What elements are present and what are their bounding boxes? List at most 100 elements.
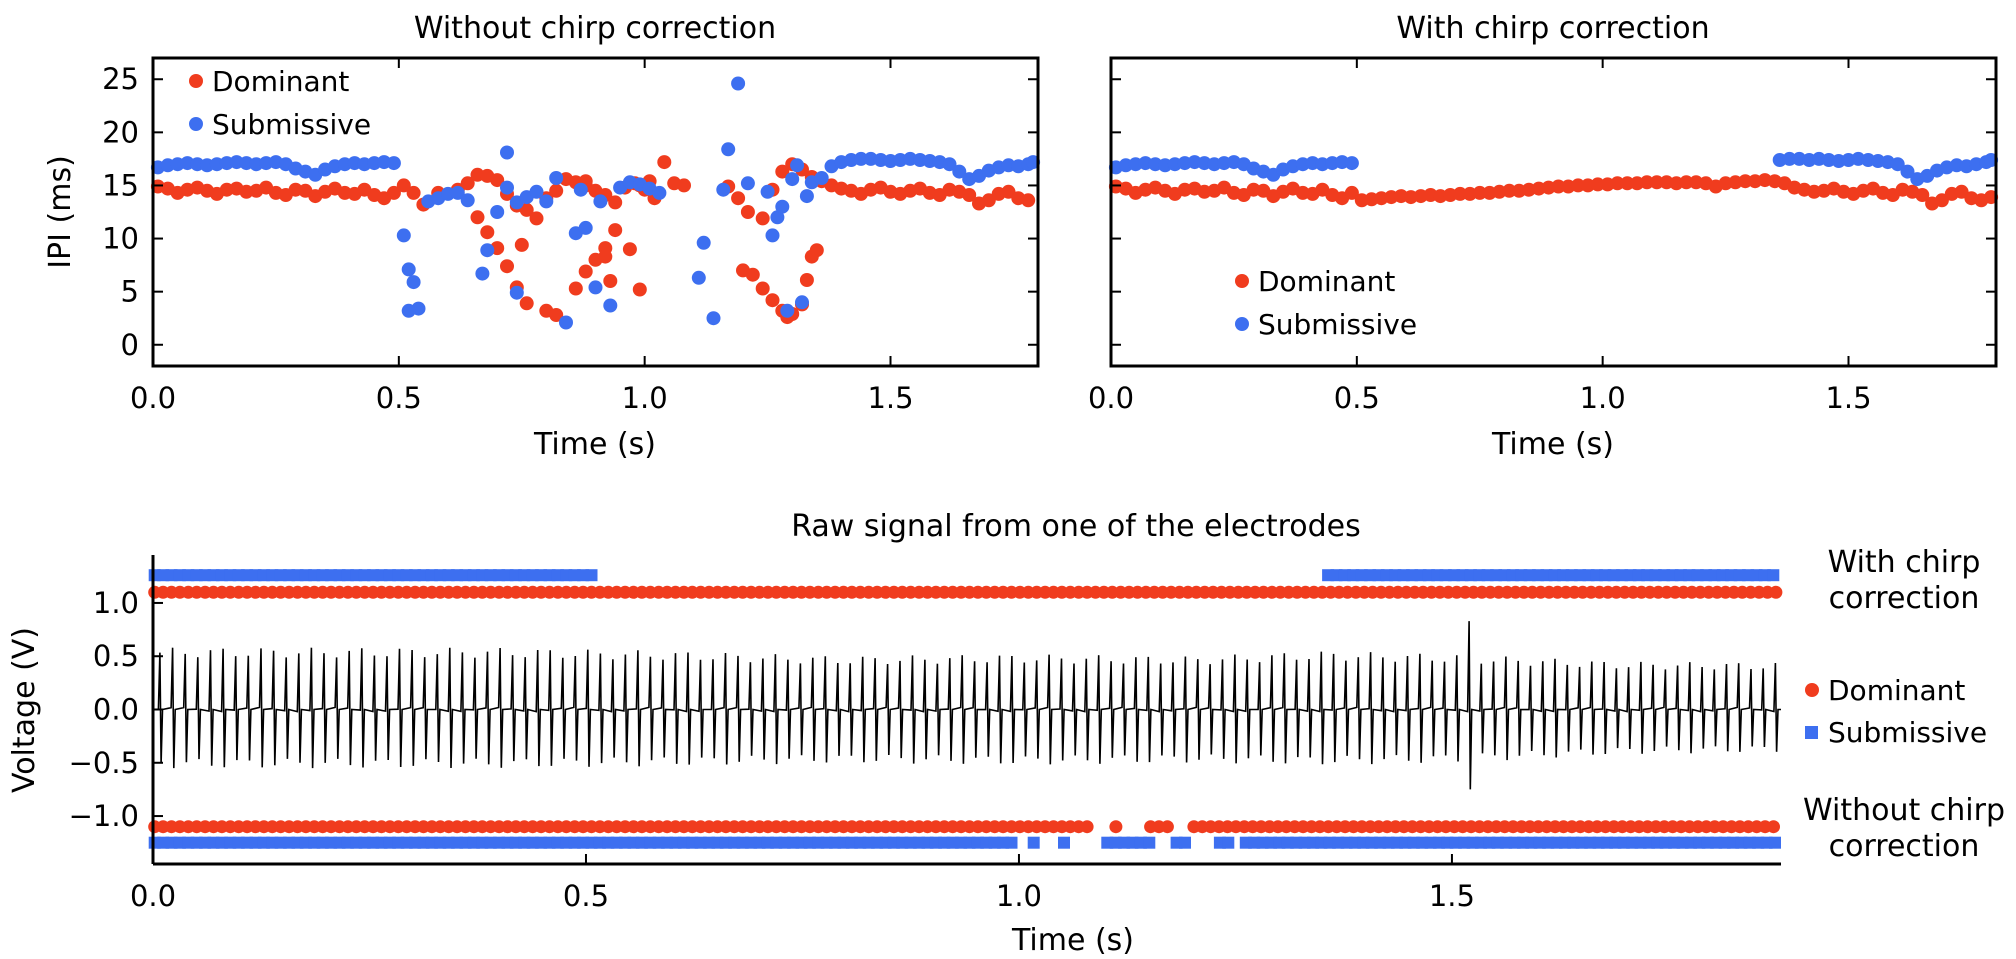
panel1-ytick-label-2: 10	[102, 222, 139, 256]
panel2-legend-submissive: Submissive	[1258, 308, 1417, 341]
panel1-legend-submissive: Submissive	[212, 108, 371, 141]
panel3-legend: Dominant Submissive	[1805, 674, 1987, 749]
panel1-dominant-point-100	[745, 267, 760, 282]
panel1-dominant-point-89	[519, 296, 534, 311]
panel-with-chirp-correction: With chirp correction 0.0 0.5 1.0 1.5 Time …	[1088, 11, 1999, 462]
panel1-legend-dominant-marker	[189, 74, 203, 88]
panel1-dominant-point-112	[514, 237, 529, 252]
panel1-submissive-point-88	[942, 157, 957, 172]
panel1-submissive-point-58	[691, 270, 706, 285]
panel1-dominant-point-24	[386, 185, 401, 200]
panel1-points	[150, 76, 1041, 330]
panel1-submissive-point-68	[775, 199, 790, 214]
panel1-submissive-point-44	[539, 194, 554, 209]
panel1-submissive-point-59	[696, 235, 711, 250]
panel2-submissive-point-37	[1890, 157, 1905, 172]
panel2-dominant-point-51	[1610, 176, 1625, 191]
panel1-submissive-point-73	[799, 189, 814, 204]
panel1-submissive-point-51	[593, 194, 608, 209]
panel1-dominant-point-107	[799, 273, 814, 287]
without-correction-submissive-marker-178	[1769, 836, 1781, 849]
panel3-axes: 0.0 0.5 1.0 1.5 −1.0 −0.5 0.0 0.5 1.0	[69, 555, 1781, 913]
annotation-without-chirp-line1: Without chirp	[1803, 793, 2005, 828]
panel1-submissive-point-71	[790, 158, 805, 173]
panel2-xtick-label-3: 1.5	[1825, 381, 1871, 415]
panel1-submissive-point-63	[731, 76, 746, 91]
panel1-dominant-point-36	[519, 202, 534, 217]
panel3-xtick-label-1: 0.5	[563, 879, 609, 913]
panel1-submissive-point-29	[401, 303, 416, 318]
panel2-dominant-point-40	[1502, 183, 1517, 198]
panel1-submissive-point-46	[559, 315, 573, 330]
panel1-submissive-point-61	[716, 182, 731, 197]
panel1-submissive-point-64	[740, 176, 755, 191]
panel1-dominant-point-26	[406, 185, 421, 200]
panel1-dominant-point-114	[603, 274, 618, 288]
panel3-legend-submissive-marker	[1805, 726, 1818, 739]
panel2-dominant-point-45	[1551, 179, 1566, 194]
panel1-dominant-point-93	[578, 264, 593, 279]
panel1-dominant-point-96	[608, 223, 623, 238]
panel-without-chirp-correction: Without chirp correction 0.0 0.5 1.0 1.5 0 5 1…	[43, 11, 1041, 462]
panel1-submissive-point-34	[460, 193, 475, 208]
panel1-dominant-point-113	[598, 249, 613, 264]
panel1-submissive-point-66	[765, 228, 780, 243]
panel1-legend-submissive-marker	[189, 117, 203, 131]
panel1-ylabel: IPI (ms)	[43, 155, 78, 269]
panel2-dominant-point-84	[1934, 193, 1949, 208]
without-correction-submissive-marker-112	[1179, 836, 1191, 849]
panel2-dominant-point-35	[1453, 186, 1468, 201]
panel1-submissive-point-25	[396, 228, 411, 243]
panel1-submissive-point-45	[549, 171, 564, 185]
panel2-frame	[1109, 56, 1998, 368]
panel3-xtick-label-0: 0.0	[130, 879, 176, 913]
panel2-title: With chirp correction	[1396, 11, 1709, 46]
panel1-xtick-label-2: 1.0	[622, 381, 668, 415]
panel1-submissive-point-79	[854, 151, 868, 166]
panel2-dominant-point-24	[1344, 185, 1359, 200]
panel3-xtick-label-2: 1.0	[996, 879, 1042, 913]
panel1-legend-dominant: Dominant	[212, 65, 349, 98]
panel2-axes: 0.0 0.5 1.0 1.5	[1088, 58, 1996, 415]
panel1-submissive-point-89	[952, 164, 967, 179]
panel1-submissive-point-48	[573, 182, 588, 197]
panel1-submissive-point-38	[500, 180, 514, 195]
panel3-ylabel: Voltage (V)	[7, 627, 42, 793]
panel1-dominant-point-33	[490, 173, 505, 188]
panel1-ytick-label-1: 5	[121, 275, 139, 309]
panel1-submissive-point-43	[529, 184, 544, 199]
panel1-dominant-point-85	[480, 225, 495, 240]
panel1-dominant-point-56	[755, 211, 770, 226]
panel1-submissive-point-49	[578, 220, 593, 235]
panel2-submissive-point-38	[1900, 164, 1915, 179]
panel1-dominant-point-52	[677, 178, 691, 193]
without-correction-dominant-marker-111	[1080, 820, 1094, 834]
panel1-dominant-point-25	[396, 178, 411, 193]
panel1-submissive-point-24	[386, 156, 401, 171]
panel1-dominant-point-55	[740, 205, 755, 219]
panel2-dominant-point-47	[1571, 178, 1586, 193]
panel2-legend: Dominant Submissive	[1235, 265, 1417, 341]
panel1-legend: Dominant Submissive	[189, 65, 371, 141]
panel2-dominant-point-37	[1472, 185, 1487, 200]
without-correction-dominant-marker-185	[1767, 820, 1780, 834]
panel1-dominant-point-98	[632, 282, 647, 297]
panel3-legend-submissive: Submissive	[1828, 716, 1987, 749]
panel2-points	[1108, 151, 1999, 211]
panel1-dominant-point-84	[470, 210, 485, 225]
panel1-dominant-point-92	[568, 281, 583, 296]
panel2-dominant-point-49	[1590, 177, 1605, 192]
panel1-dominant-point-91	[549, 308, 564, 322]
panel2-dominant-point-52	[1620, 176, 1635, 191]
panel1-submissive-point-65	[760, 184, 775, 199]
panel1-ytick-label-4: 20	[102, 115, 139, 149]
panel1-submissive-point-40	[509, 285, 524, 300]
panel1-submissive-point-75	[814, 171, 829, 185]
panel1-dominant-point-102	[765, 293, 780, 308]
panel1-submissive-point-69	[780, 303, 795, 318]
panel3-xtick-label-3: 1.5	[1429, 879, 1475, 913]
panel2-xlabel: Time (s)	[1491, 427, 1614, 462]
panel1-xtick-label-1: 0.5	[376, 381, 422, 415]
without-correction-submissive-marker-104	[1058, 836, 1070, 849]
